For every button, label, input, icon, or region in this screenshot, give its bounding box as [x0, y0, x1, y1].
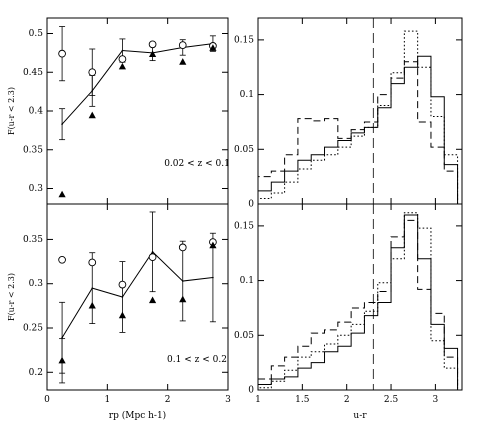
y-tick-label: 0.05 [234, 331, 254, 341]
data-point [121, 49, 124, 52]
data-point-triangle [88, 111, 96, 119]
data-point-circle [88, 258, 97, 267]
y-tick-label: 0.35 [23, 145, 43, 155]
panel-bottom-left: 0.2 0.25 0.3 0.35 0 1 2 3 F(u-r < 2.3) rp (Mpc h-… [7, 203, 231, 421]
histogram-dashed [257, 61, 459, 204]
series-open-circle [58, 26, 217, 96]
series-filled-triangle [58, 44, 217, 198]
y-tick-label: 0.3 [29, 184, 44, 194]
data-point [61, 123, 63, 125]
data-point-triangle [148, 50, 157, 58]
x-tick-label: 2.5 [384, 395, 399, 405]
y-tick-label: 0.1 [240, 276, 254, 286]
data-point [181, 280, 184, 282]
data-point-circle [58, 49, 66, 58]
data-point [212, 276, 214, 279]
data-point [91, 287, 94, 289]
data-point [61, 336, 63, 339]
x-tick-label: 2 [344, 395, 350, 405]
data-point-circle [178, 243, 187, 252]
x-tick-label: 0 [44, 395, 50, 405]
histogram-solid [257, 214, 459, 390]
y-axis-label: F(u-r < 2.3) [7, 87, 16, 135]
data-point-triangle [209, 241, 217, 249]
data-point-triangle [118, 311, 127, 319]
panel-top-right: 0 0.05 0.1 0.15 [234, 17, 463, 210]
data-point-circle [148, 253, 157, 261]
y-tick-label: 0.5 [29, 29, 44, 39]
y-tick-label: 0.05 [234, 145, 254, 155]
y-axis-label: F(u-r < 2.3) [7, 273, 16, 321]
data-point [151, 251, 154, 253]
x-tick-label: 1.5 [295, 395, 310, 405]
data-point-circle [148, 40, 157, 49]
y-tick-label: 0.15 [234, 221, 254, 231]
y-tick-label: 0 [248, 200, 254, 210]
y-tick-label: 0.1 [240, 90, 254, 100]
x-tick-label: 1 [104, 395, 110, 405]
y-tick-label: 0.35 [23, 235, 43, 245]
y-tick-label: 0.4 [29, 107, 44, 117]
data-point-circle [178, 41, 187, 49]
histogram-dashed [257, 219, 459, 390]
data-point-triangle [209, 44, 217, 51]
histogram-dotted [257, 30, 459, 204]
x-axis-label: u-r [353, 411, 367, 421]
data-point-circle [58, 255, 66, 264]
series-line-errorbars [59, 211, 216, 374]
data-point-triangle [88, 301, 96, 309]
data-point-triangle [58, 190, 66, 198]
data-point-circle [88, 68, 97, 77]
histogram-dotted [257, 212, 459, 390]
data-point-triangle [118, 62, 127, 70]
y-tick-label: 0.15 [234, 35, 254, 45]
panel-top-left: 0.3 0.35 0.4 0.45 0.5 F(u-r < 2.3) 0.02 < z < … [7, 17, 230, 205]
y-tick-label: 0.45 [23, 68, 43, 78]
series-line-errorbars [59, 35, 216, 141]
redshift-annotation: 0.02 < z < 0.1 [164, 159, 230, 169]
series-line [61, 43, 213, 125]
series-line [61, 251, 213, 339]
y-tick-label: 0.2 [29, 368, 43, 378]
data-point-circle [118, 280, 127, 289]
x-tick-label: 1 [255, 395, 261, 405]
redshift-annotation: 0.1 < z < 0.2 [167, 355, 227, 365]
y-tick-label: 0.3 [29, 279, 44, 289]
histogram-solid [257, 55, 459, 204]
data-point-triangle [179, 58, 187, 65]
data-point-triangle [148, 296, 157, 304]
x-axis-label: rp (Mpc h-1) [109, 410, 166, 421]
y-tick-label: 0 [248, 386, 254, 396]
x-tick-label: 3 [225, 395, 231, 405]
panel-bottom-right: 0 0.05 0.1 0.15 1 1.5 2 2.5 3 u-r [234, 203, 463, 421]
plot-frame [257, 203, 463, 391]
series-filled-triangle [58, 241, 217, 384]
series-open-circle [58, 238, 217, 289]
data-point-triangle [179, 295, 187, 303]
x-tick-label: 2 [165, 395, 171, 405]
plot-frame [46, 203, 229, 391]
data-point-circle [118, 55, 127, 63]
data-point [121, 296, 124, 298]
y-tick-label: 0.25 [23, 324, 43, 334]
x-tick-label: 3 [433, 395, 439, 405]
data-point-triangle [58, 356, 66, 364]
